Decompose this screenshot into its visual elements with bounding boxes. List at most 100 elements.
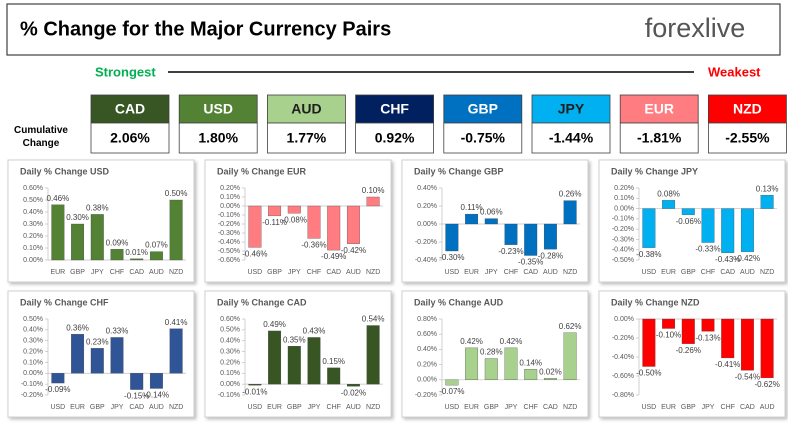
value-label: 0.36%	[66, 323, 89, 332]
x-tick-label: USD	[444, 404, 459, 411]
x-tick-label: JPY	[485, 269, 498, 276]
x-tick-label: AUD	[346, 404, 361, 411]
x-tick-label: NZD	[563, 404, 577, 411]
y-tick-label: 0.00%	[220, 381, 240, 388]
value-label: -0.42%	[341, 246, 366, 255]
value-label: -0.42%	[735, 254, 760, 263]
y-tick-label: 0.00%	[23, 370, 43, 377]
currency-name: CAD	[115, 101, 145, 117]
y-tick-label: 0.40%	[220, 338, 240, 345]
x-tick-label: USD	[641, 404, 656, 411]
currency-value-box	[178, 122, 258, 154]
value-label: 0.02%	[539, 367, 562, 376]
value-label: 0.26%	[559, 190, 582, 199]
x-tick-label: JPY	[91, 269, 104, 276]
x-tick-label: CAD	[129, 404, 144, 411]
currency-name: EUR	[644, 101, 674, 117]
x-tick-label: CHF	[504, 269, 518, 276]
bar	[346, 205, 360, 244]
y-tick-label: 0.20%	[220, 185, 240, 192]
currency-change: 0.92%	[375, 130, 415, 146]
y-tick-label: 0.30%	[23, 338, 43, 345]
x-tick-label: GBP	[681, 269, 696, 276]
x-tick-label: CHF	[110, 269, 124, 276]
value-label: -0.28%	[538, 251, 563, 260]
x-tick-label: CHF	[721, 404, 735, 411]
y-tick-label: 0.20%	[23, 348, 43, 355]
bar	[110, 249, 124, 261]
x-tick-label: NZD	[169, 404, 183, 411]
y-tick-label: 0.40%	[23, 209, 43, 216]
x-tick-label: CHF	[524, 404, 538, 411]
currency-value-box	[266, 122, 346, 154]
value-label: -0.33%	[695, 245, 720, 254]
x-tick-label: EUR	[50, 269, 65, 276]
value-label: -0.36%	[301, 241, 326, 250]
x-tick-label: JPY	[505, 404, 518, 411]
value-label: 0.41%	[165, 318, 188, 327]
currency-change: -1.81%	[637, 130, 682, 146]
bar	[327, 205, 341, 251]
x-tick-label: NZD	[563, 269, 577, 276]
y-tick-label: -0.80%	[612, 392, 634, 399]
value-label: 0.23%	[86, 337, 109, 346]
y-tick-label: -0.20%	[415, 392, 437, 399]
x-tick-label: GBP	[681, 404, 696, 411]
currency-value-box	[531, 122, 611, 154]
value-label: -0.14%	[144, 391, 169, 400]
bar	[287, 345, 301, 385]
x-tick-label: JPY	[111, 404, 124, 411]
y-tick-label: -0.10%	[218, 392, 240, 399]
chart-title: Daily % Change CHF	[20, 297, 109, 307]
y-tick-label: 0.00%	[614, 316, 634, 323]
bar	[366, 196, 380, 207]
currency-value-box	[90, 122, 170, 154]
y-tick-label: -0.40%	[415, 257, 437, 264]
value-label: 0.13%	[756, 184, 779, 193]
bar	[524, 369, 538, 380]
bar	[721, 208, 735, 253]
x-tick-label: CAD	[523, 269, 538, 276]
value-label: 0.38%	[86, 204, 109, 213]
y-tick-label: -0.20%	[612, 226, 634, 233]
x-tick-label: CAD	[740, 404, 755, 411]
y-tick-label: 0.40%	[417, 346, 437, 353]
y-tick-label: -0.20%	[415, 239, 437, 246]
value-label: -0.23%	[498, 247, 523, 256]
y-tick-label: 0.20%	[417, 361, 437, 368]
value-label: -0.43%	[715, 255, 740, 264]
x-tick-label: CHF	[701, 269, 715, 276]
bar	[681, 208, 695, 215]
chart-panel	[204, 159, 392, 283]
bar	[465, 347, 479, 380]
x-tick-label: AUD	[346, 269, 361, 276]
currency-header	[443, 94, 523, 124]
x-tick-label: EUR	[267, 404, 282, 411]
y-tick-label: 0.00%	[220, 203, 240, 210]
bar	[287, 205, 301, 214]
x-tick-label: AUD	[760, 404, 775, 411]
x-tick-label: GBP	[287, 404, 302, 411]
bar	[169, 199, 183, 261]
x-tick-label: CAD	[129, 269, 144, 276]
value-label: 0.30%	[66, 213, 89, 222]
y-tick-label: 0.00%	[23, 257, 43, 264]
chart-title: Daily % Change JPY	[611, 166, 698, 176]
currency-name: NZD	[733, 101, 762, 117]
value-label: -0.15%	[124, 392, 149, 401]
bar	[248, 383, 262, 386]
currency-name: AUD	[291, 101, 321, 117]
chart-panel	[401, 290, 589, 418]
currency-header	[531, 94, 611, 124]
chart-title: Daily % Change GBP	[414, 166, 504, 176]
value-label: -0.30%	[439, 253, 464, 262]
y-tick-label: 0.20%	[23, 233, 43, 240]
value-label: -0.35%	[518, 258, 543, 267]
x-tick-label: AUD	[149, 269, 164, 276]
x-tick-label: GBP	[267, 269, 282, 276]
bar	[307, 205, 321, 239]
currency-value-box	[443, 122, 523, 154]
value-label: 0.43%	[303, 327, 326, 336]
